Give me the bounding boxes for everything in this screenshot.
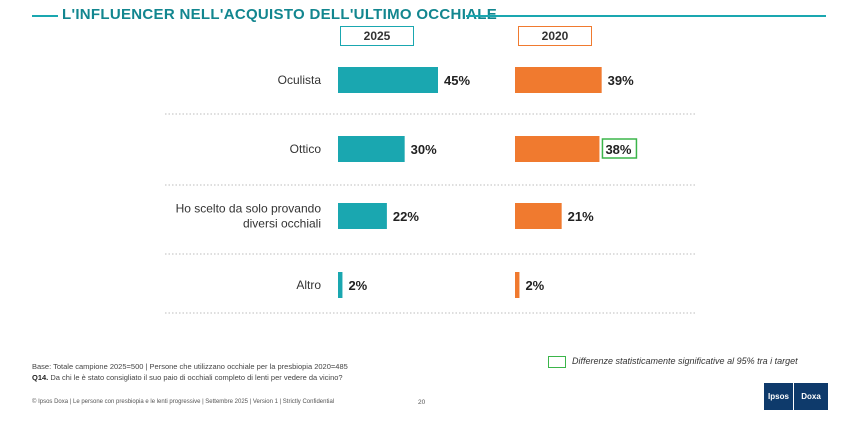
data-label-2025: 2% bbox=[348, 278, 367, 293]
bar-2025 bbox=[338, 67, 438, 93]
title-line-right bbox=[466, 15, 826, 17]
data-label-2020: 21% bbox=[568, 209, 594, 224]
footnote-question: Q14. Da chi le è stato consigliato il su… bbox=[32, 373, 343, 382]
bar-2020 bbox=[515, 136, 600, 162]
logo-ipsos: Ipsos bbox=[764, 383, 793, 410]
bar-2025 bbox=[338, 272, 343, 298]
category-label: diversi occhiali bbox=[243, 217, 321, 231]
series-header-2020: 2020 bbox=[518, 26, 592, 46]
data-label-2025: 22% bbox=[393, 209, 419, 224]
category-label: Ottico bbox=[290, 142, 322, 156]
series-header-2025: 2025 bbox=[340, 26, 414, 46]
footnote-base: Base: Totale campione 2025=500 | Persone… bbox=[32, 362, 348, 371]
bar-2020 bbox=[515, 67, 602, 93]
category-label: Altro bbox=[296, 278, 321, 292]
category-label: Oculista bbox=[278, 73, 322, 87]
data-label-2020: 39% bbox=[608, 73, 634, 88]
bar-2020 bbox=[515, 272, 520, 298]
data-label-2025: 30% bbox=[411, 142, 437, 157]
title-bar: L'INFLUENCER NELL'ACQUISTO DELL'ULTIMO O… bbox=[0, 4, 845, 28]
question-text: Da chi le è stato consigliato il suo pai… bbox=[50, 373, 343, 382]
data-label-2025: 45% bbox=[444, 73, 470, 88]
significance-marker bbox=[601, 138, 638, 159]
chart-title: L'INFLUENCER NELL'ACQUISTO DELL'ULTIMO O… bbox=[62, 6, 498, 23]
bar-2025 bbox=[338, 136, 405, 162]
page-number: 20 bbox=[418, 399, 426, 406]
question-code: Q14. bbox=[32, 373, 49, 382]
data-label-2020: 38% bbox=[605, 142, 631, 157]
ipsos-doxa-logo: Ipsos Doxa bbox=[764, 383, 828, 410]
logo-doxa: Doxa bbox=[794, 383, 828, 410]
category-label: Ho scelto da solo provando bbox=[176, 202, 322, 216]
data-label-2020: 2% bbox=[525, 278, 544, 293]
bar-2020 bbox=[515, 203, 562, 229]
significance-legend-text: Differenze statisticamente significative… bbox=[572, 356, 798, 366]
footer-credits: © Ipsos Doxa | Le persone con presbiopia… bbox=[32, 399, 335, 405]
title-line-left bbox=[32, 15, 58, 17]
significance-legend-swatch bbox=[548, 356, 566, 368]
bar-2025 bbox=[338, 203, 387, 229]
